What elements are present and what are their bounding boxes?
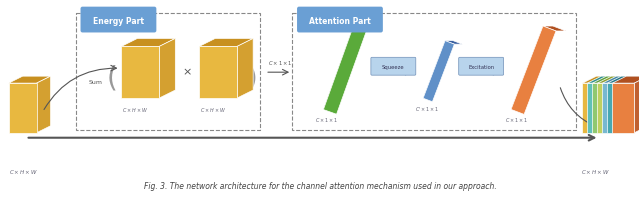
Text: $C' \times 1 \times 1$: $C' \times 1 \times 1$: [415, 106, 440, 114]
Polygon shape: [609, 76, 623, 133]
Polygon shape: [423, 41, 454, 102]
Polygon shape: [323, 26, 367, 114]
Text: $C \times 1 \times 1$: $C \times 1 \times 1$: [315, 116, 338, 124]
Polygon shape: [353, 26, 376, 31]
Text: (: (: [107, 64, 118, 92]
FancyBboxPatch shape: [459, 57, 504, 75]
Polygon shape: [423, 41, 453, 98]
Polygon shape: [588, 76, 623, 83]
Polygon shape: [582, 76, 618, 83]
Polygon shape: [614, 76, 628, 133]
Text: Excitation: Excitation: [468, 65, 494, 70]
Polygon shape: [602, 83, 625, 133]
FancyBboxPatch shape: [297, 7, 383, 33]
Bar: [292, 13, 577, 130]
Polygon shape: [625, 76, 638, 133]
Text: $\times$: $\times$: [182, 67, 192, 77]
Polygon shape: [199, 46, 237, 98]
Polygon shape: [9, 83, 36, 133]
Polygon shape: [602, 76, 638, 83]
Text: Squeeze: Squeeze: [382, 65, 404, 70]
Polygon shape: [122, 46, 159, 98]
Polygon shape: [582, 83, 604, 133]
Polygon shape: [511, 26, 553, 109]
Polygon shape: [629, 76, 640, 133]
Polygon shape: [593, 76, 628, 83]
Text: Energy Part: Energy Part: [93, 17, 144, 26]
Text: ): ): [247, 64, 257, 92]
Polygon shape: [237, 38, 253, 98]
Polygon shape: [612, 76, 640, 83]
Bar: [76, 13, 260, 130]
Polygon shape: [511, 26, 556, 114]
Text: $C \times H \times W$: $C \times H \times W$: [200, 106, 227, 114]
FancyBboxPatch shape: [81, 7, 156, 33]
Text: Sum: Sum: [88, 80, 102, 85]
Polygon shape: [607, 76, 640, 83]
Polygon shape: [593, 83, 614, 133]
Polygon shape: [634, 76, 640, 133]
Polygon shape: [36, 76, 51, 133]
Text: $C \times 1 \times 1$: $C \times 1 \times 1$: [268, 59, 293, 67]
Text: $C \times H \times W$: $C \times H \times W$: [122, 106, 148, 114]
Text: Fig. 3. The network architecture for the channel attention mechanism used in our: Fig. 3. The network architecture for the…: [143, 182, 497, 191]
Polygon shape: [597, 76, 634, 83]
Polygon shape: [588, 83, 609, 133]
Polygon shape: [607, 83, 629, 133]
Polygon shape: [604, 76, 618, 133]
Polygon shape: [620, 76, 634, 133]
Polygon shape: [543, 26, 566, 31]
Text: $C \times H \times W$: $C \times H \times W$: [581, 167, 611, 176]
Polygon shape: [9, 76, 51, 83]
Text: Attention Part: Attention Part: [309, 17, 371, 26]
Polygon shape: [323, 26, 364, 110]
Polygon shape: [445, 41, 462, 44]
Polygon shape: [199, 38, 253, 46]
Polygon shape: [612, 83, 634, 133]
FancyBboxPatch shape: [371, 57, 416, 75]
Text: $C \times H \times W$: $C \times H \times W$: [9, 167, 38, 176]
Polygon shape: [597, 83, 620, 133]
Polygon shape: [159, 38, 175, 98]
Text: $C \times 1 \times 1$: $C \times 1 \times 1$: [504, 116, 528, 124]
Polygon shape: [122, 38, 175, 46]
